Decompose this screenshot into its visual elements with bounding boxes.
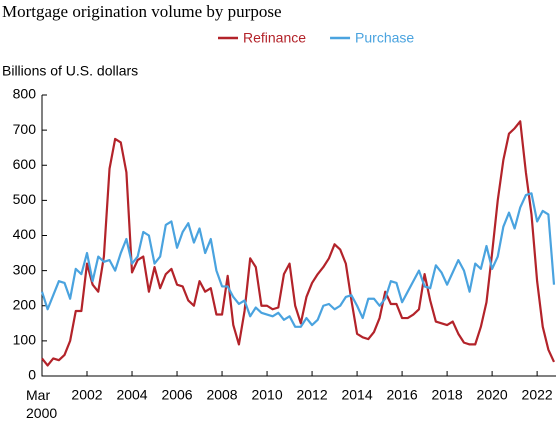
- legend-label: Purchase: [355, 30, 414, 46]
- chart-title: Mortgage origination volume by purpose: [2, 2, 282, 21]
- x-tick-label: 2010: [251, 387, 282, 403]
- y-tick-label: 600: [13, 156, 37, 172]
- series-line: [41, 120, 556, 367]
- x-tick-label: 2016: [387, 387, 418, 403]
- y-tick-label: 200: [13, 296, 37, 312]
- x-tick-label: 2018: [432, 387, 463, 403]
- x-tick-label: 2004: [116, 387, 147, 403]
- x-tick-label: 2014: [341, 387, 372, 403]
- y-tick-label: 800: [13, 86, 37, 102]
- y-axis-label: Billions of U.S. dollars: [2, 63, 138, 79]
- legend-label: Refinance: [243, 30, 306, 46]
- y-tick-label: 400: [13, 226, 37, 242]
- x-tick-label: 2002: [71, 387, 102, 403]
- y-tick-label: 0: [28, 367, 36, 383]
- x-tick-label: 2012: [296, 387, 327, 403]
- series-line: [40, 192, 556, 328]
- y-tick-label: 700: [13, 121, 37, 137]
- x-tick-label: 2008: [206, 387, 237, 403]
- x-tick-label: 2020: [477, 387, 508, 403]
- x-tick-label: 2022: [522, 387, 553, 403]
- x-tick-label: Mar 2000: [26, 387, 57, 421]
- y-tick-label: 500: [13, 191, 37, 207]
- y-tick-label: 100: [13, 332, 37, 348]
- x-tick-label: 2006: [161, 387, 192, 403]
- y-tick-label: 300: [13, 261, 37, 277]
